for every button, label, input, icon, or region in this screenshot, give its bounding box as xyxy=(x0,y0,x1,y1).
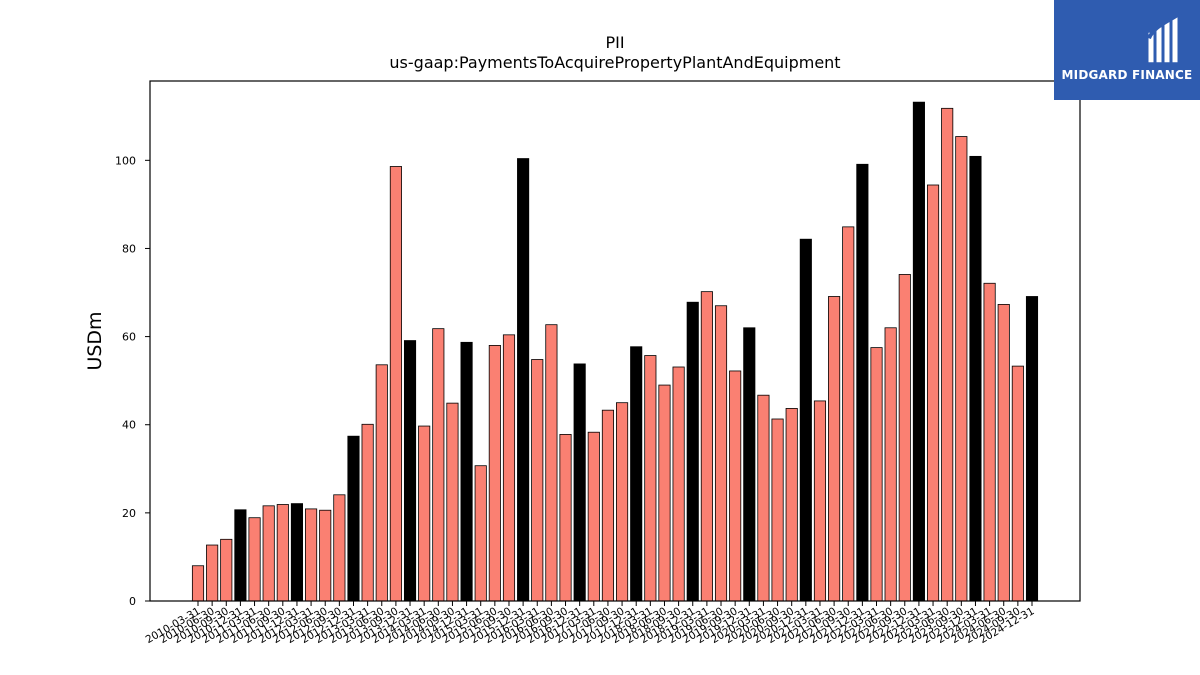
y-axis-label: USDm xyxy=(84,311,106,370)
bar-2023-12-31 xyxy=(969,155,982,602)
bar-2024-03-31 xyxy=(983,282,996,602)
bar-2010-12-31 xyxy=(234,509,247,602)
y-tick-label: 60 xyxy=(122,331,136,344)
bar-2024-09-30 xyxy=(1011,365,1024,602)
bar-2016-03-31 xyxy=(531,359,544,602)
bar-2014-09-30 xyxy=(446,402,459,602)
bar-2013-09-30 xyxy=(389,166,402,602)
bar-2010-03-31 xyxy=(191,565,205,602)
bar-2017-09-30 xyxy=(616,402,629,602)
bar-2019-09-30 xyxy=(729,370,742,602)
bar-2020-03-31 xyxy=(757,394,770,602)
bar-2020-12-31 xyxy=(799,238,812,602)
chart-subtitle: us-gaap:PaymentsToAcquirePropertyPlantAn… xyxy=(389,53,840,72)
x-axis-ticks: 2010-03-312010-06-302010-09-302010-12-31… xyxy=(144,601,1037,646)
bar-2016-12-31 xyxy=(573,363,586,602)
logo-text: MIDGARD FINANCE xyxy=(1061,68,1193,82)
bar-2024-06-30 xyxy=(997,304,1010,602)
bar-2015-09-30 xyxy=(502,334,516,602)
bar-2022-12-31 xyxy=(912,101,925,602)
bar-2011-09-30 xyxy=(276,504,289,602)
bar-2012-06-30 xyxy=(319,509,332,602)
bar-2013-06-30 xyxy=(375,364,388,602)
y-axis-ticks: 0 20 40 60 80 100 xyxy=(115,154,150,608)
bar-2020-06-30 xyxy=(771,418,784,602)
bar-2012-09-30 xyxy=(333,494,346,602)
bar-2014-03-31 xyxy=(418,425,431,602)
chart-title: PII xyxy=(605,33,624,52)
bar-2022-09-30 xyxy=(898,274,911,602)
bar-2014-06-30 xyxy=(432,328,445,602)
bar-2013-03-31 xyxy=(361,423,374,602)
bar-2019-12-31 xyxy=(743,327,756,602)
bar-2021-09-30 xyxy=(842,226,855,602)
bar-2013-12-31 xyxy=(403,340,417,602)
bar-2021-06-30 xyxy=(828,296,841,602)
bar-2018-12-31 xyxy=(686,301,699,602)
bar-2020-09-30 xyxy=(785,408,798,602)
bar-2024-12-31 xyxy=(1025,296,1039,602)
bar-2012-12-31 xyxy=(347,435,360,602)
bar-2021-03-31 xyxy=(813,400,827,602)
bar-2019-06-30 xyxy=(714,305,728,602)
bar-2018-09-30 xyxy=(672,366,685,602)
y-tick-label: 40 xyxy=(122,419,136,432)
bar-2011-12-31 xyxy=(290,503,304,602)
bar-2012-03-31 xyxy=(305,508,318,602)
bar-2022-06-30 xyxy=(884,327,897,602)
bar-2023-09-30 xyxy=(955,136,968,602)
bar-2023-06-30 xyxy=(941,107,954,602)
bar-2016-06-30 xyxy=(545,324,558,602)
y-tick-label: 100 xyxy=(115,154,136,167)
plot-frame xyxy=(149,80,1081,602)
y-tick-label: 20 xyxy=(122,507,136,520)
bar-2019-03-31 xyxy=(700,291,713,602)
bar-2022-03-31 xyxy=(870,347,883,602)
bar-2021-12-31 xyxy=(856,163,869,602)
bar-2018-03-31 xyxy=(644,355,657,602)
bar-2023-03-31 xyxy=(926,184,940,602)
bar-2016-09-30 xyxy=(559,434,572,602)
bar-2015-06-30 xyxy=(488,345,501,602)
bar-2017-03-31 xyxy=(587,431,600,602)
bar-2010-09-30 xyxy=(220,538,233,602)
y-tick-label: 80 xyxy=(122,242,136,255)
bar-2017-12-31 xyxy=(630,346,643,602)
bar-series xyxy=(191,101,1039,602)
bar-2011-06-30 xyxy=(262,505,275,602)
y-tick-label: 0 xyxy=(129,595,136,608)
bar-2018-06-30 xyxy=(658,384,671,602)
midgard-logo-icon xyxy=(1147,7,1187,63)
bar-2017-06-30 xyxy=(601,409,614,602)
bar-2010-06-30 xyxy=(206,544,219,602)
bar-2011-03-31 xyxy=(248,517,261,602)
midgard-finance-logo: MIDGARD FINANCE xyxy=(1054,0,1200,100)
bar-2015-12-31 xyxy=(517,158,530,602)
bar-2015-03-31 xyxy=(474,465,487,602)
bar-2014-12-31 xyxy=(460,341,473,602)
